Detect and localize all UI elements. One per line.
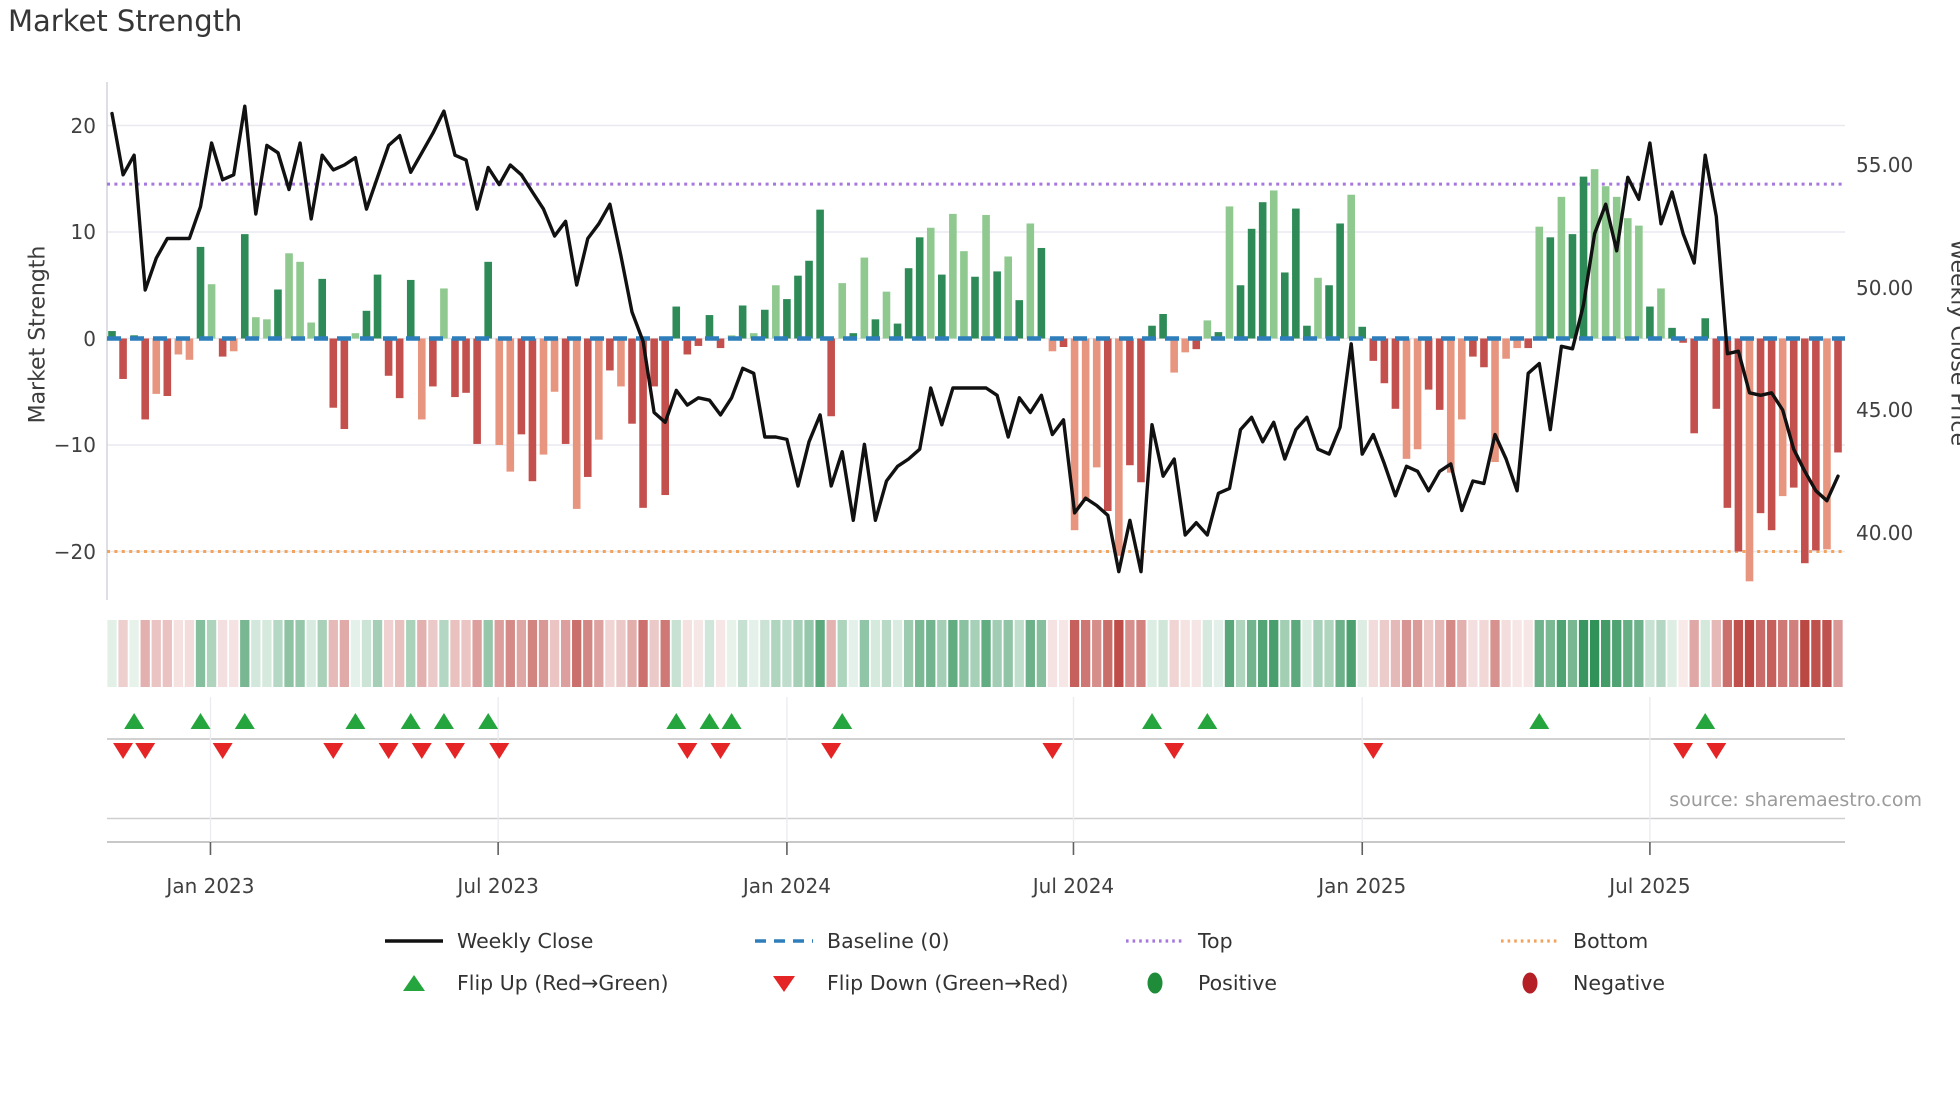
y-axis-tick-label: 20 [70,113,96,138]
y-axis-tick-label: −20 [53,539,96,564]
legend-label: Positive [1198,971,1278,995]
left-axis-label: Market Strength [25,245,51,424]
price-axis-tick-label: 55.00 [1856,153,1914,177]
legend-item-negative: Negative [1499,969,1665,997]
flip-down-triangle-icon [773,976,795,992]
legend-label: Flip Down (Green→Red) [827,971,1069,995]
price-axis-tick-label: 40.00 [1856,520,1914,545]
legend-label: Baseline (0) [827,929,950,953]
y-axis-tick-label: −10 [53,433,96,457]
x-axis-tick-label: Jan 2025 [1318,874,1407,898]
legend-label: Weekly Close [457,929,594,953]
negative-dot-icon [1522,972,1538,994]
positive-dot-icon [1147,972,1163,994]
x-axis-tick-label: Jul 2023 [457,874,539,898]
legend-item-weekly-close: Weekly Close [383,927,593,955]
x-axis-tick-label: Jan 2024 [742,874,831,898]
legend-item-flip-up: Flip Up (Red→Green) [383,969,668,997]
price-axis-tick-label: 50.00 [1856,275,1914,300]
legend-item-flip-down: Flip Down (Green→Red) [753,969,1069,997]
legend-item-bottom: Bottom [1499,927,1648,955]
bottom-dotted-icon [1501,939,1559,943]
right-axis-label: Weekly Close Price [1945,239,1960,446]
y-axis-tick-label: 10 [70,220,96,244]
price-axis-tick-label: 45.00 [1856,398,1914,422]
legend-label: Flip Up (Red→Green) [457,971,669,995]
y-axis-tick-label: 0 [83,326,96,351]
x-axis-tick-label: Jan 2023 [166,874,255,898]
x-axis-tick-label: Jul 2024 [1032,874,1115,898]
legend-label: Top [1198,929,1233,953]
baseline-dash-icon [755,939,813,943]
legend-label: Negative [1573,971,1665,995]
source-credit: source: sharemaestro.com [1669,789,1922,811]
top-dotted-icon [1126,939,1184,943]
legend-label: Bottom [1573,929,1649,953]
chart-title: Market Strength [8,4,243,38]
legend-item-baseline: Baseline (0) [753,927,949,955]
x-axis-tick-label: Jul 2025 [1609,874,1691,898]
legend-item-top: Top [1124,927,1233,955]
flip-up-triangle-icon [403,975,425,991]
weekly-close-line-icon [385,939,443,943]
legend-item-positive: Positive [1124,969,1277,997]
